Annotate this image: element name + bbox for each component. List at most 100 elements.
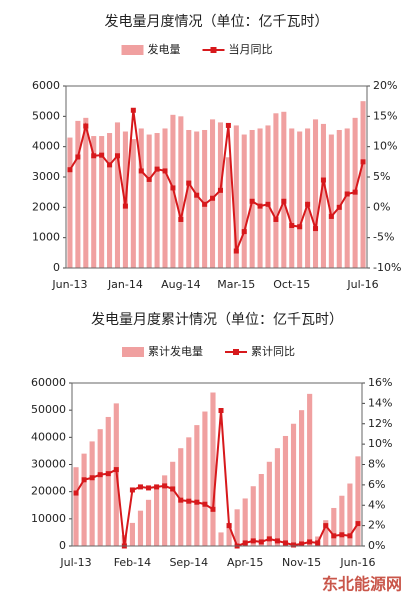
bar [178, 116, 184, 268]
marker [154, 166, 160, 172]
marker [336, 204, 342, 210]
marker [233, 248, 239, 254]
marker [360, 159, 366, 165]
y2-tick-label: 15% [373, 109, 397, 122]
marker [282, 540, 288, 546]
marker [178, 216, 184, 222]
bar [162, 475, 168, 546]
y2-tick-label: 14% [368, 396, 392, 409]
marker [113, 467, 119, 473]
y-tick-label: 1000 [32, 231, 60, 244]
bar [154, 487, 160, 546]
y-tick-label: 0 [59, 539, 66, 552]
bar [307, 393, 313, 546]
marker [218, 408, 224, 414]
bar [242, 498, 248, 546]
marker [265, 201, 271, 207]
y2-tick-label: 2% [368, 519, 385, 532]
bar [202, 411, 208, 546]
y2-tick-label: 6% [368, 478, 385, 491]
bar [97, 429, 103, 546]
marker [154, 484, 160, 490]
bar [210, 392, 216, 546]
marker [323, 523, 329, 529]
marker [202, 501, 208, 507]
y2-tick-label: -10% [373, 261, 401, 274]
bar [194, 131, 200, 268]
x-tick-label: Sep-14 [169, 556, 208, 569]
bar [89, 441, 95, 546]
bar [331, 507, 337, 546]
bar [105, 416, 111, 546]
marker [226, 523, 232, 529]
bar [186, 129, 192, 268]
bar [344, 128, 350, 268]
bar [162, 128, 168, 268]
marker [186, 498, 192, 504]
marker [138, 168, 144, 174]
marker [170, 185, 176, 191]
marker [320, 177, 326, 183]
watermark: 东北能源网 [322, 575, 402, 594]
marker [162, 483, 168, 489]
bar [210, 119, 216, 268]
bar [312, 119, 319, 268]
marker [146, 485, 152, 491]
bar [202, 129, 208, 268]
y2-tick-label: 8% [368, 458, 385, 471]
marker [73, 490, 79, 496]
bar [146, 134, 152, 268]
y2-tick-label: 10% [373, 140, 397, 153]
bar [226, 522, 232, 546]
legend-label: 发电量 [148, 42, 181, 56]
bar [289, 128, 295, 268]
y-tick-label: 6000 [32, 79, 60, 92]
marker [137, 484, 143, 490]
bar [320, 123, 326, 269]
marker [146, 176, 152, 182]
marker [250, 538, 256, 544]
bar [225, 157, 231, 268]
x-tick-label: Nov-15 [282, 556, 321, 569]
marker [328, 213, 334, 219]
marker [91, 153, 97, 159]
plot-frame [65, 85, 368, 269]
bar [336, 129, 342, 268]
marker [97, 472, 103, 478]
marker [217, 187, 223, 193]
bar [107, 133, 113, 268]
marker [347, 533, 353, 539]
bar [266, 461, 272, 546]
marker [297, 224, 303, 230]
bar [83, 117, 89, 268]
marker [344, 191, 350, 197]
bar [233, 125, 239, 268]
bar [281, 111, 287, 269]
bar [257, 128, 263, 268]
marker [83, 123, 89, 129]
bar [258, 474, 264, 546]
y2-tick-label: 4% [368, 498, 385, 511]
legend-swatch [210, 47, 217, 53]
marker [289, 223, 295, 229]
bar [328, 134, 334, 268]
bar [360, 101, 366, 269]
bar [290, 423, 297, 546]
y-tick-label: 3000 [32, 170, 60, 183]
bar [154, 133, 160, 268]
marker [352, 189, 358, 195]
x-tick-label: Aug-14 [161, 278, 200, 291]
marker [194, 499, 200, 505]
marker [258, 539, 264, 545]
y-tick-label: 2000 [32, 200, 60, 213]
y-tick-label: 30000 [31, 458, 66, 471]
bar [67, 137, 73, 268]
line [69, 110, 365, 252]
y2-tick-label: 10% [368, 437, 392, 450]
legend-swatch [122, 347, 144, 357]
marker [266, 536, 272, 542]
bar [75, 120, 81, 268]
marker [170, 486, 176, 492]
marker [305, 201, 311, 207]
